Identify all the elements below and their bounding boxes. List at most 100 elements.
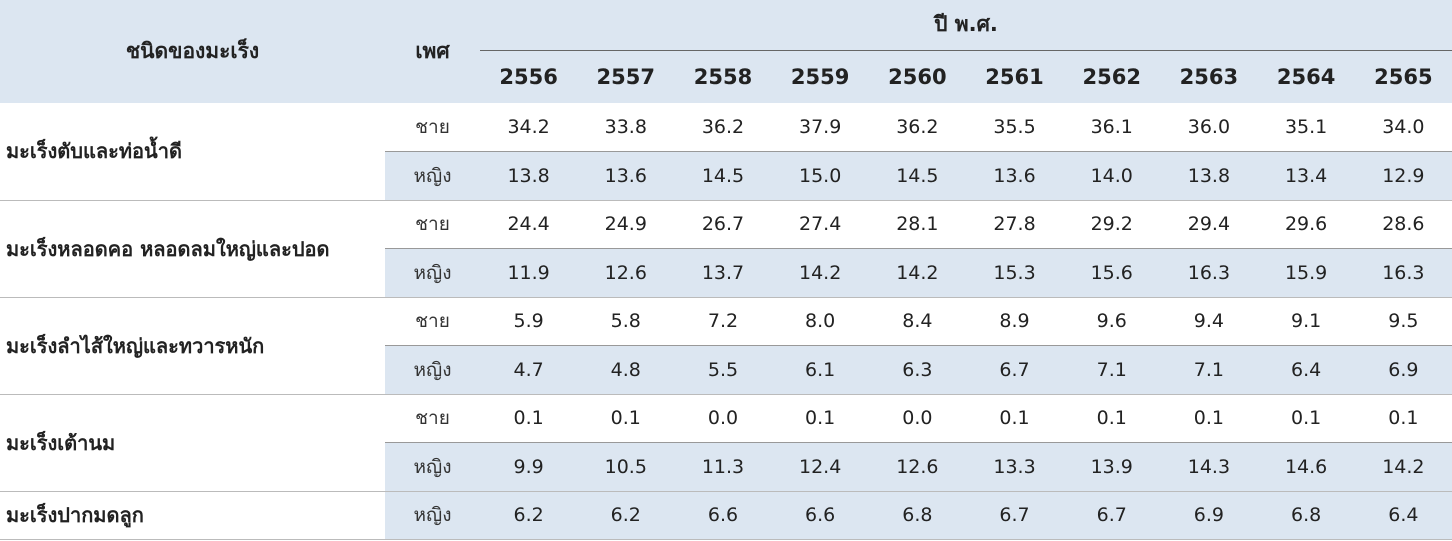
data-row: หญิง 4.7 4.8 5.5 6.1 6.3 6.7 7.1 7.1 6.4 6.9 <box>0 345 1452 395</box>
cancer-type: มะเร็งตับและท่อน้ำดี <box>0 103 385 201</box>
value-cell: 26.7 <box>674 200 772 249</box>
value-cell: 14.2 <box>868 248 966 298</box>
value-cell: 24.4 <box>480 200 578 249</box>
data-row: หญิง 9.9 10.5 11.3 12.4 12.6 13.3 13.9 14.3 14.6 1… <box>0 442 1452 492</box>
value-cell: 29.6 <box>1257 200 1355 249</box>
year-header: ปี พ.ศ. <box>480 0 1452 50</box>
year-cell: 2564 <box>1257 49 1355 103</box>
value-cell: 6.4 <box>1257 345 1355 395</box>
header-row: ชนิดของมะเร็ง เพศ ปี พ.ศ. <box>0 0 1452 103</box>
value-cell: 29.2 <box>1063 200 1161 249</box>
value-cell: 27.4 <box>771 200 869 249</box>
value-cell: 0.1 <box>577 394 675 443</box>
value-cell: 15.9 <box>1257 248 1355 298</box>
year-cell: 2560 <box>868 49 966 103</box>
value-cell: 0.1 <box>1354 394 1452 443</box>
cancer-type: มะเร็งเต้านม <box>0 394 385 492</box>
value-cell: 6.7 <box>1063 491 1161 540</box>
table-head: ชนิดของมะเร็ง เพศ ปี พ.ศ. 2556 2557 2558 25… <box>0 0 1452 103</box>
value-cell: 13.6 <box>577 151 675 201</box>
value-cell: 12.6 <box>577 248 675 298</box>
value-cell: 14.2 <box>771 248 869 298</box>
value-cell: 15.0 <box>771 151 869 201</box>
value-cell: 8.0 <box>771 297 869 346</box>
value-cell: 0.1 <box>965 394 1064 443</box>
value-cell: 0.1 <box>771 394 869 443</box>
sex-cell: ชาย <box>385 103 480 152</box>
sex-cell: หญิง <box>385 442 480 492</box>
value-cell: 5.8 <box>577 297 675 346</box>
value-cell: 36.1 <box>1063 103 1161 152</box>
year-cell: 2558 <box>674 49 772 103</box>
table-body: มะเร็งตับและท่อน้ำดี ชาย 34.2 33.8 36.2 37.9 3… <box>0 103 1452 540</box>
value-cell: 0.0 <box>674 394 772 443</box>
value-cell: 15.6 <box>1063 248 1161 298</box>
value-cell: 29.4 <box>1160 200 1258 249</box>
type-header: ชนิดของมะเร็ง <box>0 0 385 103</box>
value-cell: 14.6 <box>1257 442 1355 492</box>
sex-cell: ชาย <box>385 200 480 249</box>
value-cell: 7.2 <box>674 297 772 346</box>
year-cell: 2559 <box>771 49 869 103</box>
value-cell: 13.6 <box>965 151 1064 201</box>
value-cell: 34.2 <box>480 103 578 152</box>
value-cell: 5.5 <box>674 345 772 395</box>
value-cell: 15.3 <box>965 248 1064 298</box>
value-cell: 9.9 <box>480 442 578 492</box>
year-row: 2556 2557 2558 2559 2560 2561 2562 2563 2564 2565 <box>0 49 1452 103</box>
value-cell: 11.3 <box>674 442 772 492</box>
value-cell: 34.0 <box>1354 103 1452 152</box>
value-cell: 5.9 <box>480 297 578 346</box>
data-row: มะเร็งหลอดคอ หลอดลมใหญ่และปอด ชาย 24.4 24.9… <box>0 200 1452 298</box>
value-cell: 4.7 <box>480 345 578 395</box>
value-cell: 14.5 <box>868 151 966 201</box>
value-cell: 13.8 <box>480 151 578 201</box>
value-cell: 13.9 <box>1063 442 1161 492</box>
value-cell: 9.4 <box>1160 297 1258 346</box>
data-row: หญิง 13.8 13.6 14.5 15.0 14.5 13.6 14.0 13.8 13.4… <box>0 151 1452 201</box>
data-row: มะเร็งตับและท่อน้ำดี ชาย 34.2 33.8 36.2 37.9 3… <box>0 103 1452 201</box>
value-cell: 14.3 <box>1160 442 1258 492</box>
data-row: มะเร็งเต้านม ชาย 0.1 0.1 0.0 0.1 0.0 0.1 0.1 0.1 0… <box>0 394 1452 492</box>
value-cell: 6.7 <box>965 491 1064 540</box>
value-cell: 16.3 <box>1354 248 1452 298</box>
value-cell: 13.3 <box>965 442 1064 492</box>
value-cell: 6.9 <box>1354 345 1452 395</box>
sex-cell: หญิง <box>385 151 480 201</box>
value-cell: 12.9 <box>1354 151 1452 201</box>
value-cell: 12.6 <box>868 442 966 492</box>
value-cell: 14.5 <box>674 151 772 201</box>
data-row: หญิง 11.9 12.6 13.7 14.2 14.2 15.3 15.6 16.3 15.9… <box>0 248 1452 298</box>
value-cell: 12.4 <box>771 442 869 492</box>
value-cell: 6.8 <box>1257 491 1355 540</box>
value-cell: 36.2 <box>674 103 772 152</box>
value-cell: 6.7 <box>965 345 1064 395</box>
value-cell: 0.1 <box>1063 394 1161 443</box>
value-cell: 9.5 <box>1354 297 1452 346</box>
sex-cell: หญิง <box>385 248 480 298</box>
year-cell: 2565 <box>1354 49 1452 103</box>
value-cell: 16.3 <box>1160 248 1258 298</box>
sex-header: เพศ <box>385 0 480 103</box>
value-cell: 8.9 <box>965 297 1064 346</box>
value-cell: 33.8 <box>577 103 675 152</box>
value-cell: 6.2 <box>577 491 675 540</box>
value-cell: 6.6 <box>771 491 869 540</box>
sex-cell: ชาย <box>385 394 480 443</box>
value-cell: 13.4 <box>1257 151 1355 201</box>
year-cell: 2557 <box>577 49 675 103</box>
cancer-type: มะเร็งหลอดคอ หลอดลมใหญ่และปอด <box>0 200 385 298</box>
value-cell: 7.1 <box>1160 345 1258 395</box>
value-cell: 6.2 <box>480 491 578 540</box>
data-row: มะเร็งปากมดลูก หญิง 6.2 6.2 6.6 6.6 6.8 6.7 6.7 6… <box>0 491 1452 540</box>
value-cell: 13.7 <box>674 248 772 298</box>
value-cell: 0.1 <box>1257 394 1355 443</box>
year-cell: 2561 <box>965 49 1064 103</box>
sex-cell: หญิง <box>385 345 480 395</box>
value-cell: 28.6 <box>1354 200 1452 249</box>
value-cell: 14.0 <box>1063 151 1161 201</box>
value-cell: 4.8 <box>577 345 675 395</box>
year-cell: 2556 <box>480 49 578 103</box>
